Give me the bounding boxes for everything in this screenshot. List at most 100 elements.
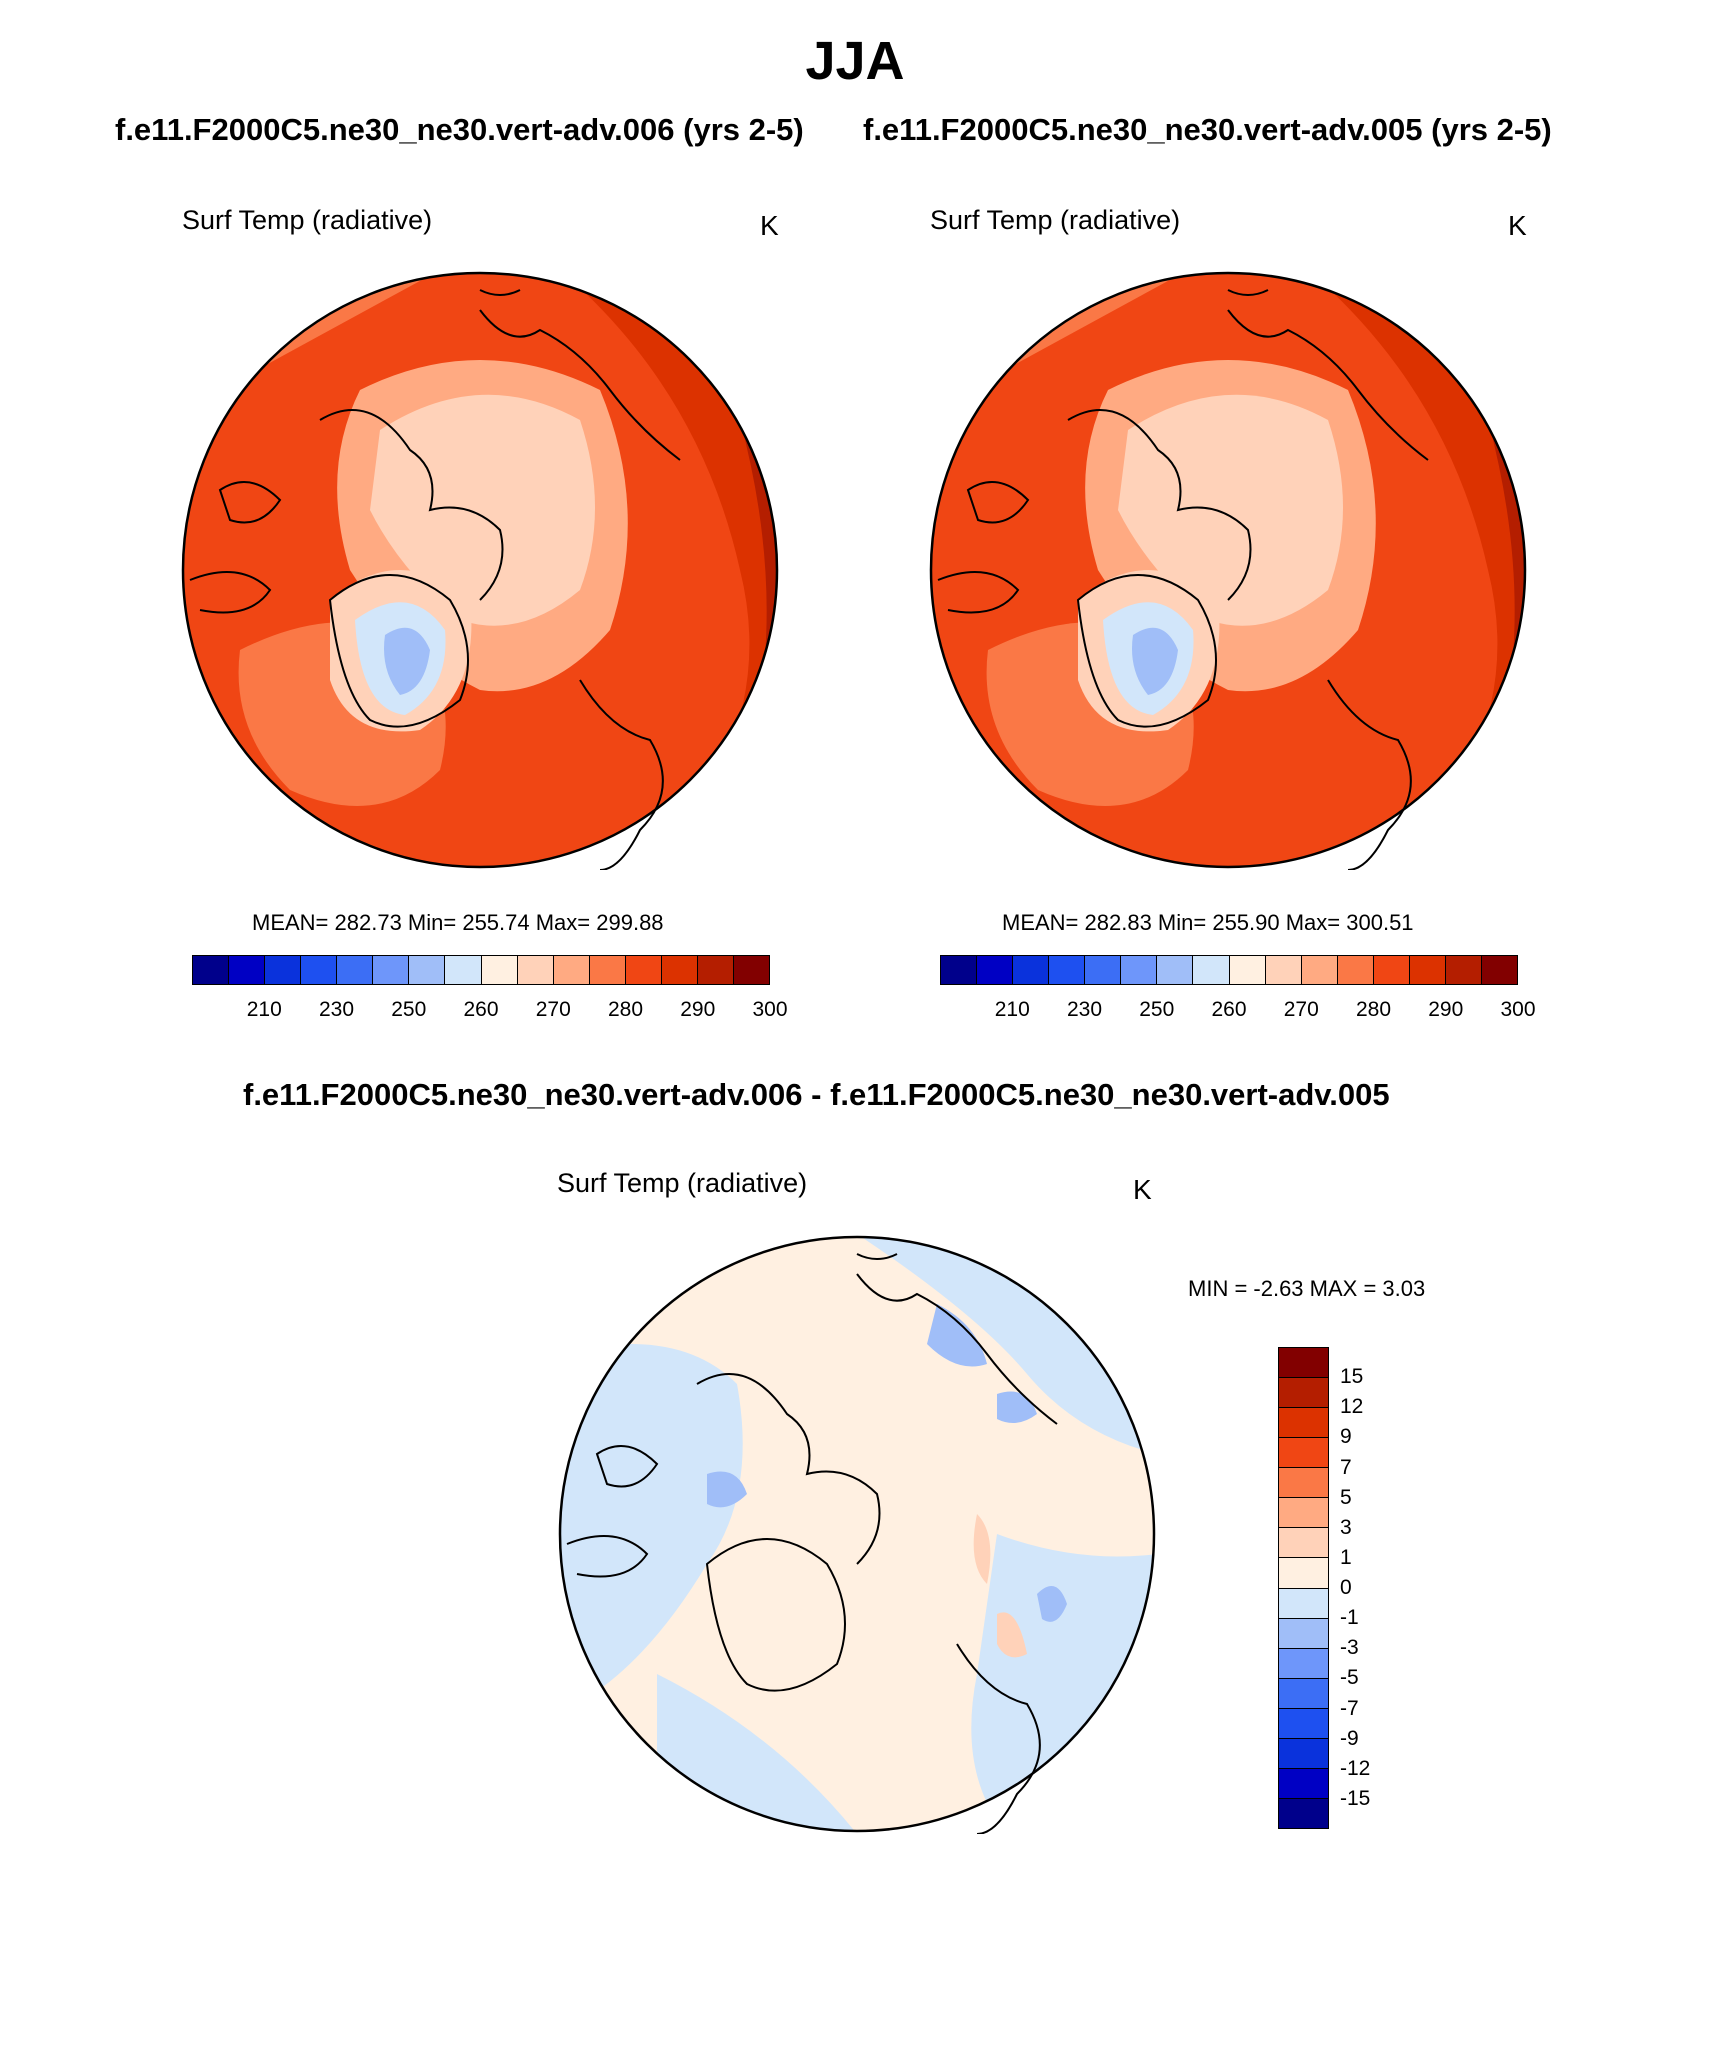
right-colorbar-tick-label: 290 xyxy=(1428,998,1464,1021)
left-colorbar-tick-label: 280 xyxy=(607,998,644,1021)
left-colorbar-tick-label: 260 xyxy=(463,998,499,1021)
left-colorbar-cell xyxy=(625,956,662,984)
right-colorbar-cell xyxy=(1373,956,1410,984)
case-label-right: f.e11.F2000C5.ne30_ne30.vert-adv.005 (yr… xyxy=(863,112,1552,147)
right-colorbar-cell xyxy=(1049,956,1086,984)
right-panel-units: K xyxy=(1508,210,1527,241)
left-colorbar-cell xyxy=(301,956,338,984)
left-panel-stats: MEAN= 282.73 Min= 255.74 Max= 299.88 xyxy=(252,910,664,935)
left-colorbar-cell xyxy=(517,956,554,984)
diff-colorbar-tick-label: 0 xyxy=(1340,1576,1352,1599)
diff-colorbar-cell xyxy=(1279,1378,1328,1409)
left-colorbar-cell xyxy=(193,956,230,984)
left-colorbar-tick-label: 250 xyxy=(391,998,427,1021)
diff-label: f.e11.F2000C5.ne30_ne30.vert-adv.006 - f… xyxy=(243,1077,1390,1112)
left-colorbar xyxy=(192,955,770,985)
right-colorbar-cell xyxy=(1085,956,1122,984)
diff-colorbar-cell xyxy=(1279,1558,1328,1589)
left-colorbar-cell xyxy=(661,956,698,984)
diff-colorbar-cell xyxy=(1279,1348,1328,1379)
left-colorbar-tick-label: 300 xyxy=(752,998,788,1021)
left-colorbar-cell xyxy=(409,956,446,984)
diff-colorbar-cell xyxy=(1279,1768,1328,1799)
diff-colorbar-cell xyxy=(1279,1648,1328,1679)
diff-colorbar-cell xyxy=(1279,1468,1328,1499)
right-colorbar xyxy=(940,955,1518,985)
right-colorbar-tick-label: 300 xyxy=(1500,998,1536,1021)
diff-colorbar-tick-label: 5 xyxy=(1340,1485,1352,1509)
left-panel-variable: Surf Temp (radiative) xyxy=(182,205,433,235)
diff-colorbar-tick-label: 3 xyxy=(1340,1515,1352,1539)
left-polar-map xyxy=(181,271,779,870)
left-colorbar-tick-label: 290 xyxy=(680,998,716,1021)
right-colorbar-cell xyxy=(1337,956,1374,984)
diff-colorbar-tick-label: -5 xyxy=(1340,1666,1359,1690)
diff-colorbar-cell xyxy=(1279,1708,1328,1739)
right-colorbar-cell xyxy=(1445,956,1482,984)
figure-title: JJA xyxy=(805,31,905,91)
left-colorbar-tick-label: 230 xyxy=(318,998,355,1021)
left-colorbar-cell xyxy=(337,956,374,984)
right-colorbar-cell xyxy=(1409,956,1446,984)
diff-colorbar xyxy=(1278,1347,1329,1829)
left-colorbar-cell xyxy=(553,956,590,984)
right-colorbar-tick-label: 260 xyxy=(1211,998,1247,1021)
left-colorbar-tick-label: 210 xyxy=(246,998,282,1021)
right-colorbar-cell xyxy=(1265,956,1302,984)
right-colorbar-tick-label: 280 xyxy=(1355,998,1392,1021)
right-polar-map xyxy=(929,271,1527,870)
left-colorbar-cell xyxy=(445,956,482,984)
diff-colorbar-cell xyxy=(1279,1498,1328,1529)
diff-colorbar-tick-label: 1 xyxy=(1340,1545,1352,1569)
right-colorbar-cell xyxy=(1301,956,1338,984)
right-colorbar-cell xyxy=(1121,956,1158,984)
right-colorbar-tick-label: 250 xyxy=(1139,998,1175,1021)
diff-colorbar-cell xyxy=(1279,1618,1328,1649)
diff-colorbar-tick-label: 7 xyxy=(1340,1455,1352,1479)
diff-colorbar-cell xyxy=(1279,1528,1328,1559)
diff-colorbar-cell xyxy=(1279,1588,1328,1619)
right-colorbar-cell xyxy=(1193,956,1230,984)
diff-panel-units: K xyxy=(1133,1174,1152,1205)
diff-colorbar-tick-label: 9 xyxy=(1340,1425,1352,1449)
diff-colorbar-tick-label: -7 xyxy=(1340,1696,1359,1720)
right-colorbar-tick-label: 230 xyxy=(1066,998,1103,1021)
diff-colorbar-cell xyxy=(1279,1438,1328,1469)
right-panel-stats: MEAN= 282.83 Min= 255.90 Max= 300.51 xyxy=(1002,910,1414,935)
diff-colorbar-cell xyxy=(1279,1408,1328,1439)
right-colorbar-cell xyxy=(977,956,1014,984)
left-colorbar-cell xyxy=(733,956,769,984)
right-colorbar-cell xyxy=(1157,956,1194,984)
diff-panel-stats: MIN = -2.63 MAX = 3.03 xyxy=(1188,1276,1426,1301)
right-panel-variable: Surf Temp (radiative) xyxy=(930,205,1181,235)
diff-polar-map xyxy=(558,1235,1156,1834)
right-colorbar-tick-label: 270 xyxy=(1283,998,1319,1021)
right-colorbar-tick-label: 210 xyxy=(994,998,1030,1021)
left-colorbar-tick-label: 270 xyxy=(535,998,571,1021)
left-colorbar-ticks: 210 230 250 260 270 280 290 300 xyxy=(192,998,788,1028)
diff-colorbar-tick-label: 15 xyxy=(1340,1365,1364,1389)
left-panel-units: K xyxy=(760,210,779,241)
diff-colorbar-tick-label: -1 xyxy=(1340,1606,1359,1630)
diff-colorbar-cell xyxy=(1279,1678,1328,1709)
right-colorbar-cell xyxy=(1013,956,1050,984)
diff-colorbar-cell xyxy=(1279,1738,1328,1769)
left-colorbar-cell xyxy=(481,956,518,984)
left-colorbar-cell xyxy=(229,956,266,984)
diff-colorbar-ticks: 15 12 9 7 5 3 1 0 -1 -3 -5 -7 -9 -12 -15 xyxy=(1340,1347,1400,1829)
right-colorbar-cell xyxy=(1229,956,1266,984)
diff-panel-variable: Surf Temp (radiative) xyxy=(557,1168,808,1198)
diff-colorbar-tick-label: -9 xyxy=(1340,1726,1359,1750)
right-colorbar-cell xyxy=(941,956,978,984)
left-colorbar-cell xyxy=(265,956,302,984)
diff-colorbar-tick-label: -15 xyxy=(1340,1786,1371,1810)
right-colorbar-ticks: 210 230 250 260 270 280 290 300 xyxy=(940,998,1536,1028)
diff-colorbar-tick-label: 12 xyxy=(1340,1395,1364,1419)
left-colorbar-cell xyxy=(589,956,626,984)
diff-colorbar-tick-label: -12 xyxy=(1340,1756,1371,1780)
left-colorbar-cell xyxy=(373,956,410,984)
diff-colorbar-cell xyxy=(1279,1798,1328,1828)
case-label-left: f.e11.F2000C5.ne30_ne30.vert-adv.006 (yr… xyxy=(115,112,804,147)
left-colorbar-cell xyxy=(697,956,734,984)
diff-colorbar-tick-label: -3 xyxy=(1340,1636,1359,1660)
